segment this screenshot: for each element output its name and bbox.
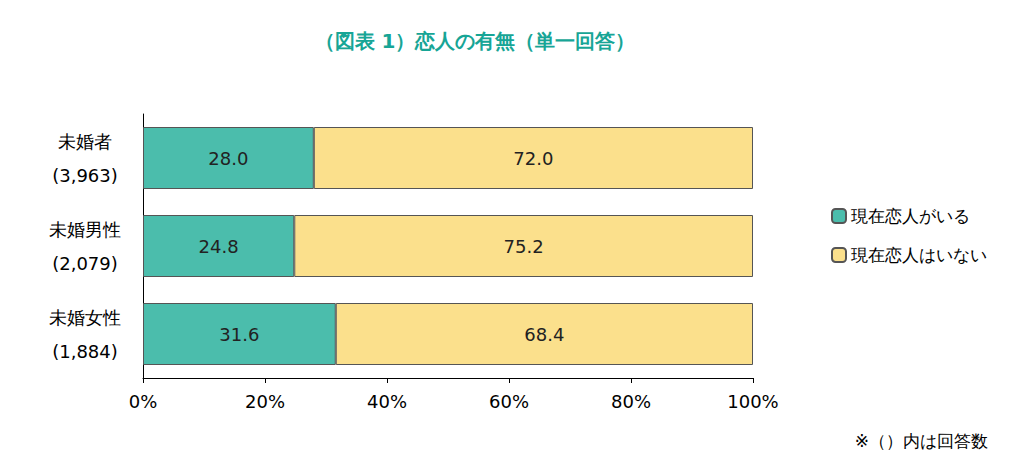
svg-text:72.0: 72.0 xyxy=(513,148,553,169)
svg-text:（図表 1）恋人の有無（単一回答）: （図表 1）恋人の有無（単一回答） xyxy=(315,29,636,53)
svg-text:現在恋人がいる: 現在恋人がいる xyxy=(851,206,970,226)
svg-text:(3,963): (3,963) xyxy=(52,165,118,186)
svg-text:(2,079): (2,079) xyxy=(52,253,118,274)
svg-text:75.2: 75.2 xyxy=(504,236,544,257)
svg-text:※（）内は回答数: ※（）内は回答数 xyxy=(855,431,988,451)
svg-text:80%: 80% xyxy=(611,391,651,412)
svg-text:40%: 40% xyxy=(367,391,407,412)
svg-text:60%: 60% xyxy=(489,391,529,412)
svg-text:未婚女性: 未婚女性 xyxy=(49,307,121,328)
svg-text:(1,884): (1,884) xyxy=(52,341,118,362)
svg-text:68.4: 68.4 xyxy=(524,324,564,345)
svg-text:0%: 0% xyxy=(129,391,158,412)
svg-text:現在恋人はいない: 現在恋人はいない xyxy=(851,245,987,265)
svg-text:20%: 20% xyxy=(245,391,285,412)
svg-text:100%: 100% xyxy=(727,391,778,412)
svg-text:28.0: 28.0 xyxy=(208,148,248,169)
svg-text:31.6: 31.6 xyxy=(219,324,259,345)
svg-text:未婚者: 未婚者 xyxy=(58,131,112,152)
svg-text:未婚男性: 未婚男性 xyxy=(49,219,121,240)
svg-text:24.8: 24.8 xyxy=(199,236,239,257)
